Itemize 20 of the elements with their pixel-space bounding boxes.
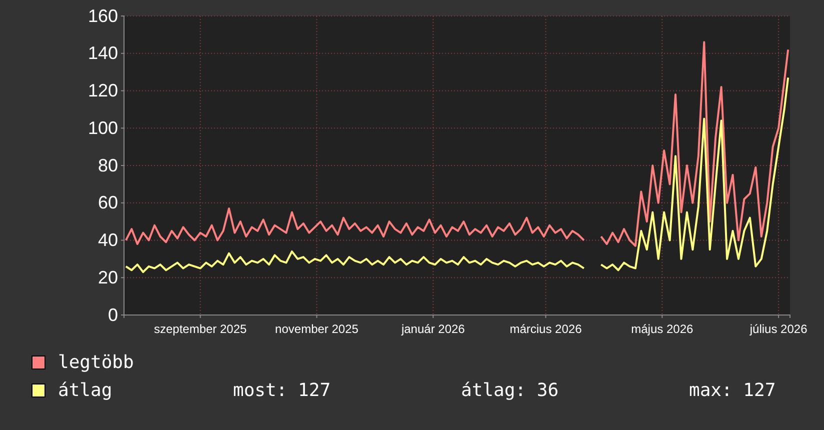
y-tick-label: 0 [108, 304, 118, 325]
y-tick-label: 120 [88, 80, 118, 101]
y-tick-label: 80 [98, 155, 118, 176]
text: átlag: 36 [461, 380, 559, 401]
y-tick-label: 160 [88, 6, 118, 26]
y-tick-label: 60 [98, 192, 118, 213]
y-tick-label: 20 [98, 267, 118, 288]
text: most: 127 [233, 380, 331, 401]
x-tick-label: július 2026 [748, 322, 808, 336]
y-tick-label: 40 [98, 230, 118, 250]
x-tick-label: január 2026 [400, 322, 466, 336]
x-tick-label: május 2026 [631, 322, 694, 336]
y-tick-label: 140 [88, 43, 118, 64]
y-tick-label: 100 [88, 118, 118, 138]
x-tick-label: november 2025 [275, 322, 359, 336]
text: max: 127 [689, 380, 776, 401]
legend-label: legtöbb [58, 352, 134, 373]
x-tick-label: szeptember 2025 [154, 322, 248, 336]
legend-label: átlag [58, 380, 112, 401]
x-tick-label: március 2026 [510, 322, 582, 336]
